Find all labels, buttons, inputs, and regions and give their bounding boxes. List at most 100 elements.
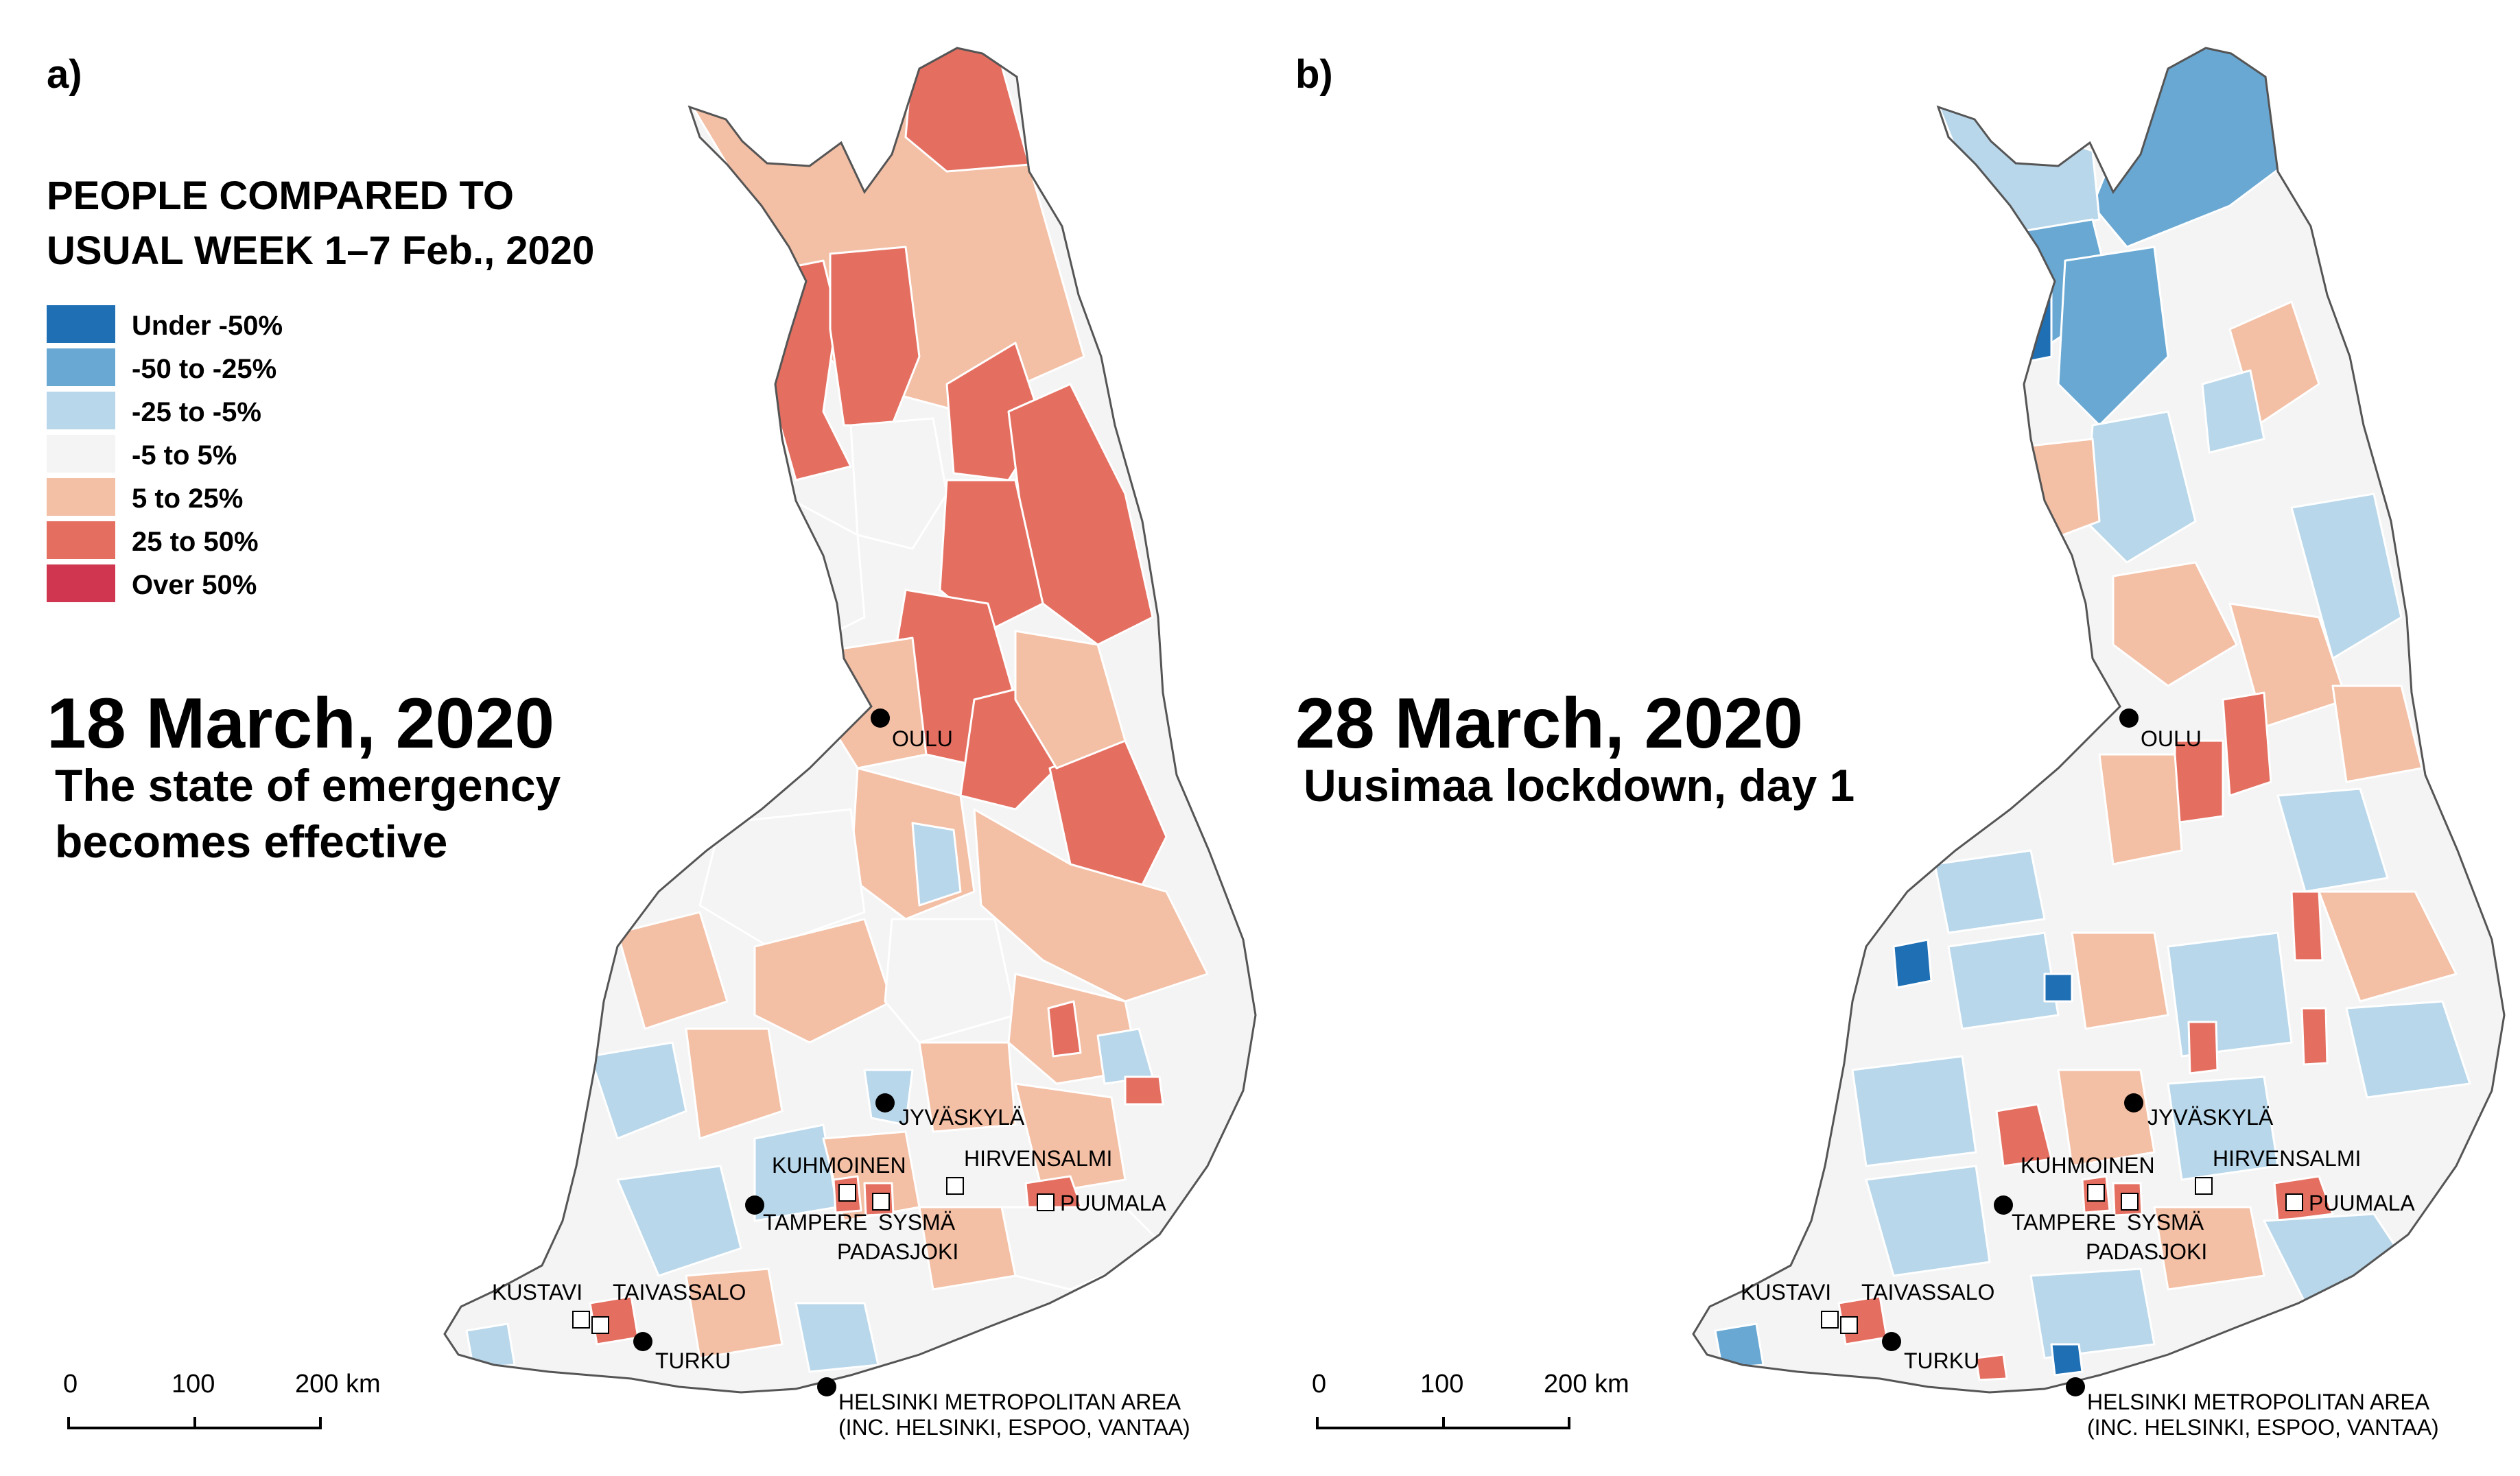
city-label-sysma: SYSMÄ xyxy=(2127,1210,2204,1235)
region-b xyxy=(2187,1021,2219,1075)
city-label-turku: TURKU xyxy=(655,1348,731,1373)
panel-b-subtitle-line1: Uusimaa lockdown, day 1 xyxy=(1304,760,1854,811)
city-dot xyxy=(871,709,890,728)
region-b xyxy=(1975,1353,2008,1381)
scale-tick-label: 0 xyxy=(1312,1370,1326,1398)
panel-a-label: a) xyxy=(47,52,82,97)
small-town-marker xyxy=(572,1311,590,1329)
panel-a-date: 18 March, 2020 xyxy=(47,684,554,763)
region-a xyxy=(918,1041,1017,1133)
region-a xyxy=(884,918,1017,1044)
city-label-helsinki-line1: HELSINKI METROPOLITAN AREA xyxy=(2087,1390,2430,1414)
region-b xyxy=(1865,1165,1991,1277)
city-dot xyxy=(745,1195,764,1215)
legend-label: Over 50% xyxy=(132,570,257,600)
region-b xyxy=(2029,1267,2156,1359)
region-a xyxy=(794,1302,880,1373)
panel-b-date: 28 March, 2020 xyxy=(1295,684,1803,763)
small-town-marker xyxy=(838,1184,856,1202)
city-label-helsinki-line1: HELSINKI METROPOLITAN AREA xyxy=(838,1390,1181,1414)
region-b xyxy=(2050,1343,2084,1377)
region-b xyxy=(1851,1055,1977,1167)
region-b xyxy=(2112,561,2238,687)
region-b xyxy=(2153,1206,2265,1291)
scale-tick-label: 200 km xyxy=(295,1370,381,1398)
small-town-marker xyxy=(2195,1177,2213,1195)
region-a xyxy=(685,1027,784,1140)
scale-bar-b: 0 100 200 km xyxy=(1312,1370,1629,1429)
region-a xyxy=(1124,1075,1164,1106)
city-label-sysma: SYSMÄ xyxy=(878,1210,956,1235)
city-dot xyxy=(817,1377,836,1396)
region-a xyxy=(849,417,948,550)
region-a xyxy=(911,822,962,907)
city-label-tampere: TAMPERE xyxy=(2012,1210,2116,1235)
legend-swatch xyxy=(47,478,115,516)
small-town-marker xyxy=(1840,1316,1858,1334)
city-label-oulu: OULU xyxy=(2141,726,2202,751)
city-label-puumala: PUUMALA xyxy=(2309,1191,2415,1215)
region-b xyxy=(2290,492,2403,660)
city-dot xyxy=(1994,1195,2013,1215)
city-label-taivassalo: TAIVASSALO xyxy=(613,1280,746,1305)
region-b xyxy=(1947,931,2060,1030)
legend-swatch xyxy=(47,348,115,386)
city-label-kuhmoinen: KUHMOINEN xyxy=(2021,1153,2155,1178)
region-a xyxy=(1014,1082,1127,1195)
region-a xyxy=(616,911,729,1030)
city-label-helsinki-line2: (INC. HELSINKI, ESPOO, VANTAA) xyxy=(2087,1415,2439,1440)
legend-swatch xyxy=(47,305,115,343)
small-town-marker xyxy=(1037,1193,1055,1211)
scale-tick-label: 100 xyxy=(172,1370,215,1398)
legend-swatch xyxy=(47,521,115,559)
city-label-kustavi: KUSTAVI xyxy=(1741,1280,1831,1305)
places-b: OULU JYVÄSKYLÄ KUHMOINEN HIRVENSALMI TAM… xyxy=(1741,709,2439,1440)
city-label-jyvaskyla: JYVÄSKYLÄ xyxy=(2147,1105,2274,1130)
small-town-marker xyxy=(2087,1184,2105,1202)
city-dot xyxy=(2124,1093,2143,1112)
region-b xyxy=(2043,973,2073,1003)
legend-label: Under -50% xyxy=(132,311,283,341)
region-a xyxy=(589,1041,687,1140)
legend-label: 5 to 25% xyxy=(132,484,243,514)
small-town-marker xyxy=(2285,1193,2303,1211)
legend: Under -50% -50 to -25% -25 to -5% -5 to … xyxy=(47,305,283,602)
region-b xyxy=(1714,1322,1765,1370)
city-label-tampere: TAMPERE xyxy=(763,1210,867,1235)
region-a xyxy=(685,1267,784,1359)
region-a xyxy=(1014,630,1127,770)
scale-bar-a: 0 100 200 km xyxy=(63,1370,381,1429)
small-town-marker xyxy=(872,1193,890,1211)
region-a xyxy=(939,479,1044,632)
region-b xyxy=(2071,931,2169,1030)
region-a xyxy=(1047,1000,1082,1058)
region-b xyxy=(2222,691,2272,797)
small-town-marker xyxy=(591,1316,609,1334)
region-b xyxy=(2098,753,2183,866)
legend-swatch xyxy=(47,435,115,473)
city-label-kuhmoinen: KUHMOINEN xyxy=(772,1153,906,1178)
panel-a-subtitle-line2: becomes effective xyxy=(55,816,447,867)
legend-label: -5 to 5% xyxy=(132,440,237,471)
region-a xyxy=(904,48,1031,173)
region-a xyxy=(973,808,1209,1003)
region-b xyxy=(2345,1000,2471,1099)
city-dot xyxy=(2066,1377,2085,1396)
panel-b-label: b) xyxy=(1295,52,1333,97)
city-label-taivassalo: TAIVASSALO xyxy=(1861,1280,1994,1305)
city-label-helsinki-line2: (INC. HELSINKI, ESPOO, VANTAA) xyxy=(838,1415,1190,1440)
region-a xyxy=(753,918,893,1044)
scale-tick-label: 100 xyxy=(1420,1370,1463,1398)
legend-label: 25 to 50% xyxy=(132,527,259,557)
city-dot xyxy=(2119,709,2139,728)
region-b xyxy=(1933,849,2046,934)
region-b xyxy=(2009,273,2053,365)
city-label-kustavi: KUSTAVI xyxy=(492,1280,582,1305)
region-b xyxy=(2331,685,2423,783)
legend-label: -25 to -5% xyxy=(132,397,261,427)
city-dot xyxy=(1882,1332,1901,1351)
region-a xyxy=(616,1165,742,1277)
region-b xyxy=(2276,787,2389,893)
region-b xyxy=(1892,938,1933,989)
